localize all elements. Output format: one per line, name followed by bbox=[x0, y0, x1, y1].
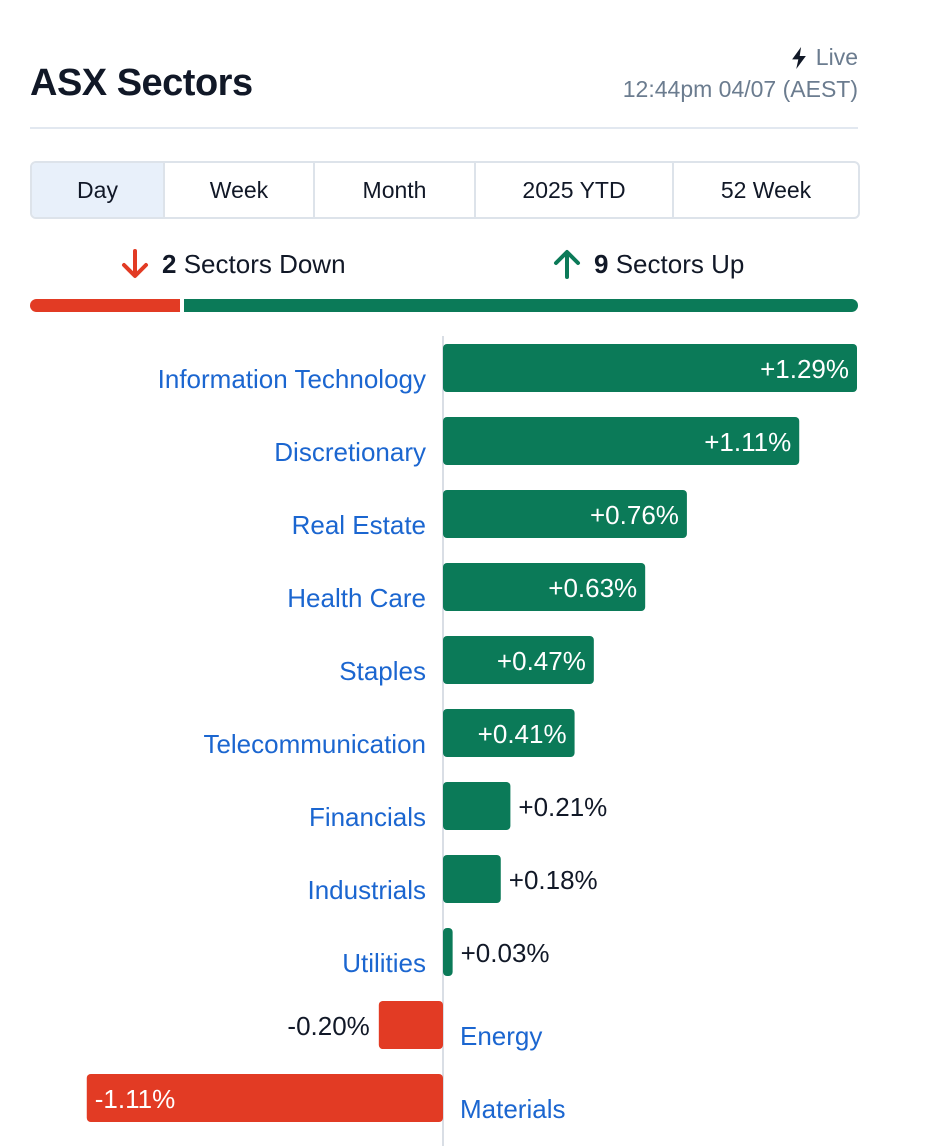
sector-label-utilities[interactable]: Utilities bbox=[342, 948, 426, 978]
bar-health-care bbox=[443, 563, 646, 611]
sector-label-financials[interactable]: Financials bbox=[309, 802, 426, 832]
value-label-industrials: +0.18% bbox=[509, 865, 598, 895]
live-indicator: Live bbox=[790, 44, 858, 71]
tab-month[interactable]: Month bbox=[315, 163, 476, 217]
timestamp: 12:44pm 04/07 (AEST) bbox=[622, 76, 858, 102]
value-label-discretionary: +1.11% bbox=[704, 427, 791, 457]
page-title: ASX Sectors bbox=[30, 62, 253, 104]
sector-label-health-care[interactable]: Health Care bbox=[287, 583, 426, 613]
tab-2025-ytd[interactable]: 2025 YTD bbox=[476, 163, 674, 217]
sectors-up-summary: 9 Sectors Up bbox=[550, 247, 744, 281]
value-label-telecommunication: +0.41% bbox=[478, 719, 567, 749]
sector-label-information-technology[interactable]: Information Technology bbox=[158, 364, 426, 394]
bar-discretionary bbox=[443, 417, 800, 465]
value-label-utilities: +0.03% bbox=[461, 938, 550, 968]
sectors-up-label: Sectors Up bbox=[615, 248, 745, 279]
bar-materials bbox=[86, 1074, 443, 1122]
value-label-energy: -0.20% bbox=[287, 1011, 369, 1041]
bar-utilities bbox=[443, 928, 453, 976]
bar-information-technology bbox=[443, 344, 857, 392]
bar-industrials bbox=[443, 855, 501, 903]
tab-day[interactable]: Day bbox=[32, 163, 165, 217]
period-tabs: Day Week Month 2025 YTD 52 Week bbox=[30, 161, 860, 219]
lightning-icon bbox=[791, 46, 806, 69]
value-label-financials: +0.21% bbox=[518, 792, 607, 822]
sector-label-staples[interactable]: Staples bbox=[339, 656, 426, 686]
live-label: Live bbox=[815, 44, 858, 70]
sector-label-industrials[interactable]: Industrials bbox=[308, 875, 427, 905]
value-label-materials: -1.11% bbox=[95, 1084, 175, 1114]
sector-label-energy[interactable]: Energy bbox=[460, 1021, 542, 1051]
sectors-up-bar bbox=[184, 299, 858, 312]
arrow-up-icon bbox=[554, 250, 580, 279]
sector-label-real-estate[interactable]: Real Estate bbox=[292, 510, 426, 540]
sector-label-discretionary[interactable]: Discretionary bbox=[274, 437, 426, 467]
tab-52-week[interactable]: 52 Week bbox=[720, 176, 812, 203]
tab-week[interactable]: Week bbox=[165, 163, 315, 217]
value-label-health-care: +0.63% bbox=[548, 573, 637, 603]
sectors-down-summary: 2 Sectors Down bbox=[118, 247, 346, 281]
sectors-down-bar bbox=[30, 299, 180, 312]
value-label-real-estate: +0.76% bbox=[590, 500, 679, 530]
divider bbox=[30, 127, 858, 129]
value-label-staples: +0.47% bbox=[497, 646, 586, 676]
sectors-down-count: 2 bbox=[162, 248, 177, 279]
value-label-information-technology: +1.29% bbox=[760, 354, 849, 384]
bar-financials bbox=[443, 782, 511, 830]
sectors-up-count: 9 bbox=[594, 248, 609, 279]
bar-staples bbox=[443, 636, 594, 684]
sector-label-materials[interactable]: Materials bbox=[460, 1094, 565, 1124]
arrow-down-icon bbox=[122, 249, 148, 278]
sector-bar-chart: Information Technology +1.29% Discretionar… bbox=[86, 336, 857, 1146]
sectors-down-label: Sectors Down bbox=[183, 248, 346, 279]
bar-telecommunication bbox=[443, 709, 575, 757]
bar-real-estate bbox=[443, 490, 687, 538]
sector-label-telecommunication[interactable]: Telecommunication bbox=[203, 729, 426, 759]
bar-energy bbox=[378, 1001, 443, 1049]
